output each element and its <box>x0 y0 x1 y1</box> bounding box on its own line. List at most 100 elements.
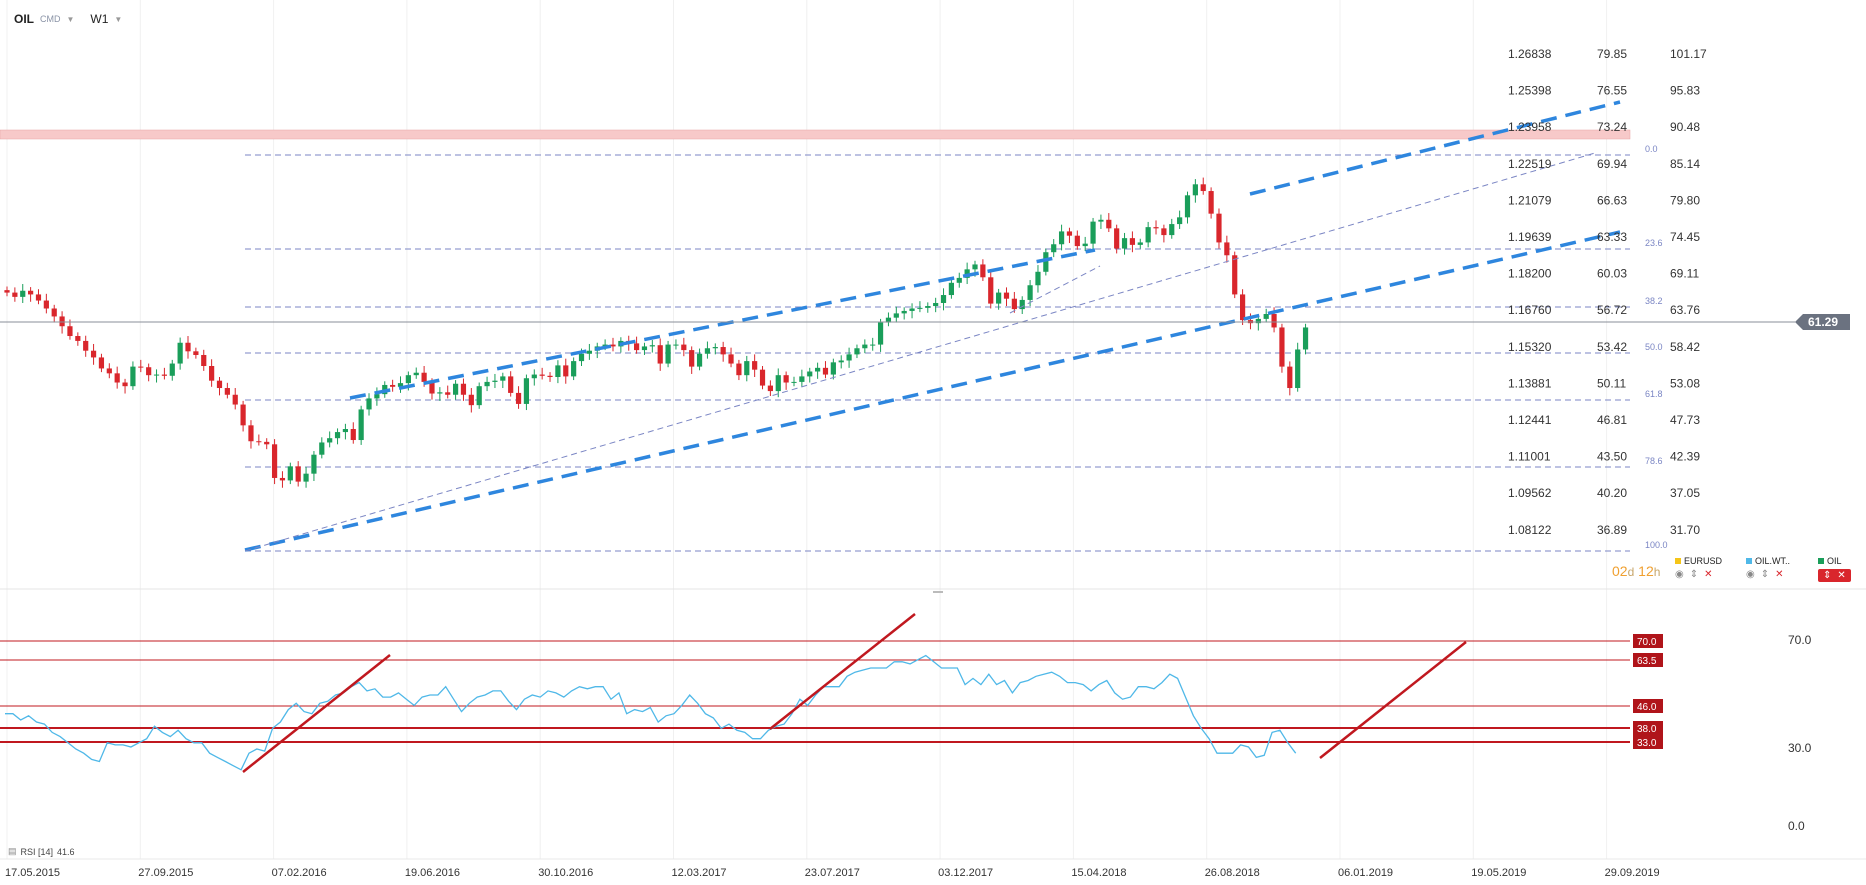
eurusd-axis-label: 1.23958 <box>1508 120 1552 134</box>
timeframe-selector[interactable]: W1 <box>90 12 109 26</box>
candle-up <box>1255 318 1261 324</box>
eurusd-axis-label: 1.25398 <box>1508 84 1552 98</box>
reorder-icon[interactable]: ⇕ <box>1760 569 1770 580</box>
candle-up <box>933 302 939 307</box>
candle-up <box>1192 184 1198 196</box>
candle-down <box>1279 327 1285 367</box>
candle-down <box>83 340 89 351</box>
candle-up <box>413 372 419 376</box>
rsi-level-label: 38.0 <box>1637 724 1657 735</box>
rsi-title: RSI [14] <box>20 846 54 857</box>
oil-axis-label: 58.42 <box>1670 340 1700 354</box>
symbol-dropdown-icon[interactable]: ▼ <box>66 14 75 24</box>
candle-up <box>791 381 797 383</box>
candle-down <box>350 429 356 441</box>
oil-axis-label: 74.45 <box>1670 230 1700 244</box>
eye-icon[interactable]: ◉ <box>1746 569 1755 580</box>
eye-icon[interactable]: ◉ <box>1675 569 1684 580</box>
symbol-label[interactable]: OIL <box>14 12 34 26</box>
candle-down <box>468 394 474 406</box>
candle-up <box>1302 327 1309 350</box>
x-tick-label: 12.03.2017 <box>672 867 727 879</box>
candle-up <box>877 322 884 345</box>
oil-axis-label: 53.08 <box>1670 376 1700 390</box>
oil-axis-label: 42.39 <box>1670 450 1700 464</box>
candle-down <box>1114 228 1120 249</box>
rsi-trend-line-3 <box>1319 641 1467 759</box>
candle-up <box>1145 227 1151 243</box>
oil-swatch <box>1818 558 1824 564</box>
candle-up <box>1184 195 1191 218</box>
eurusd-axis-label: 1.18200 <box>1508 267 1552 281</box>
candle-down <box>106 368 112 374</box>
candle-down <box>759 369 766 386</box>
candle-down <box>138 366 144 368</box>
candle-up <box>20 290 26 297</box>
candle-up <box>665 344 671 364</box>
close-icon[interactable]: ✕ <box>1775 569 1784 580</box>
x-tick-label: 19.05.2019 <box>1471 867 1526 879</box>
candle-down <box>43 300 49 309</box>
resistance-zone <box>0 129 1631 140</box>
eurusd-axis-label: 1.16760 <box>1508 303 1552 317</box>
rsi-level-label: 46.0 <box>1637 702 1657 713</box>
candle-down <box>122 382 128 387</box>
oil-wti-axis-label: 63.33 <box>1597 230 1627 244</box>
candle-down <box>429 381 435 394</box>
legend-oil-wti: OIL.WT.. ◉ ⇕ ✕ <box>1746 556 1790 580</box>
candle-up <box>815 367 821 372</box>
countdown-days-unit: d <box>1627 565 1635 579</box>
x-tick-label: 23.07.2017 <box>805 867 860 879</box>
countdown-hours: 12 <box>1638 563 1654 579</box>
oil-axis-label: 69.11 <box>1670 267 1699 281</box>
candle-down <box>767 385 773 392</box>
candle-up <box>578 353 585 362</box>
indicator-icon[interactable]: ▤ <box>8 846 17 856</box>
candle-up <box>870 344 876 346</box>
candle-down <box>1011 298 1017 310</box>
category-label: CMD <box>40 14 61 24</box>
candle-down <box>264 441 270 445</box>
timeframe-dropdown-icon[interactable]: ▼ <box>114 14 123 24</box>
scale-icon[interactable]: ⇕ <box>1823 570 1832 581</box>
current-price-tag <box>1795 314 1850 330</box>
reorder-icon[interactable]: ⇕ <box>1689 569 1699 580</box>
candle-up <box>948 282 954 296</box>
candle-up <box>374 394 380 399</box>
close-icon[interactable]: ✕ <box>1704 569 1713 580</box>
candle-down <box>1161 228 1167 236</box>
candle-up <box>1090 221 1096 244</box>
fib-level-label: 61.8 <box>1645 389 1663 399</box>
oil-wti-axis-label: 73.24 <box>1597 120 1627 134</box>
candle-down <box>193 351 199 355</box>
rsi-indicator-label: ▤ RSI [14] 41.6 <box>8 846 75 857</box>
close-icon[interactable]: ✕ <box>1837 570 1846 581</box>
x-tick-label: 29.09.2019 <box>1605 867 1660 879</box>
candle-up <box>1169 224 1175 236</box>
eurusd-axis-label: 1.13881 <box>1508 376 1552 390</box>
separator-handle[interactable] <box>933 591 943 593</box>
candle-down <box>421 372 427 382</box>
candle-up <box>342 429 349 433</box>
candle-up <box>925 306 931 308</box>
rsi-axis-label: 0.0 <box>1788 819 1805 833</box>
candle-up <box>405 375 411 384</box>
fib-level-label: 38.2 <box>1645 296 1663 306</box>
candle-down <box>657 345 663 364</box>
candle-up <box>830 362 836 375</box>
candle-up <box>492 380 498 382</box>
oil-wti-axis-label: 69.94 <box>1597 157 1627 171</box>
candle-down <box>634 343 640 351</box>
candle-down <box>224 388 230 395</box>
eurusd-swatch <box>1675 558 1681 564</box>
candle-down <box>1208 191 1214 214</box>
legend-label: EURUSD <box>1684 556 1723 566</box>
candle-down <box>248 425 254 442</box>
candle-up <box>940 295 947 303</box>
candle-up <box>799 376 805 382</box>
chart-toolbar: OIL CMD ▼ W1 ▼ <box>14 12 132 26</box>
minor-trend-line <box>1009 265 1101 314</box>
rsi-trend-line-1 <box>242 654 391 773</box>
oil-wti-axis-label: 40.20 <box>1597 486 1627 500</box>
oil-axis-label: 90.48 <box>1670 120 1700 134</box>
